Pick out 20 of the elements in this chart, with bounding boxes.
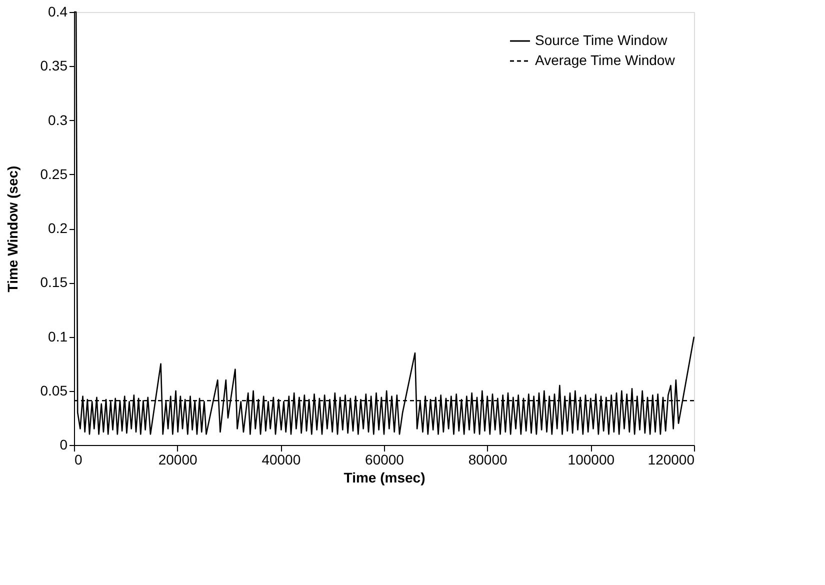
- y-tick-label: 0.25: [40, 166, 68, 182]
- y-tick-label: 0.2: [48, 220, 68, 236]
- y-tick-label: 0.05: [40, 382, 68, 398]
- x-tick-label: 40000: [262, 452, 301, 468]
- x-tick-label: 80000: [468, 452, 508, 468]
- x-tick-label: 20000: [158, 452, 198, 468]
- x-tick-label: 120000: [648, 452, 695, 468]
- x-axis-title: Time (msec): [344, 470, 426, 486]
- y-tick-label: 0.1: [48, 328, 68, 344]
- y-tick-label: 0: [60, 436, 68, 452]
- y-tick-label: 0.35: [40, 58, 68, 74]
- y-tick-label: 0.4: [48, 4, 68, 20]
- x-tick-label: 60000: [365, 452, 404, 468]
- y-tick-label: 0.3: [48, 112, 68, 128]
- x-tick-label: 100000: [568, 452, 615, 468]
- x-tick-label: 0: [74, 452, 82, 468]
- y-axis-title: Time Window (sec): [4, 166, 20, 292]
- legend-label: Source Time Window: [535, 32, 668, 48]
- legend-label: Average Time Window: [535, 52, 676, 68]
- y-tick-label: 0.15: [40, 274, 68, 290]
